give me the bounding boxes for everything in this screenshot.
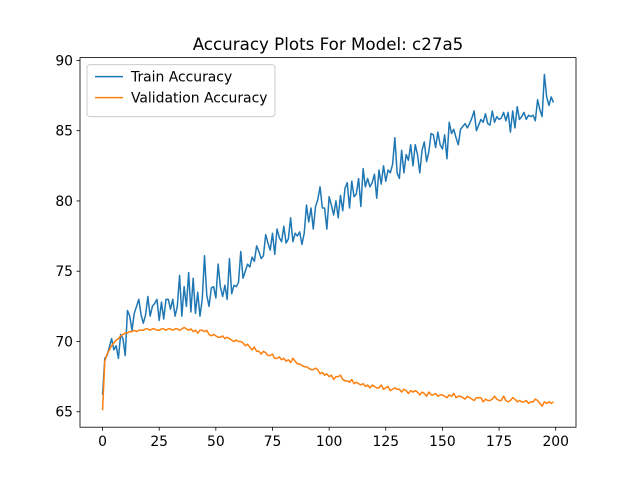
x-tick-label: 125 — [373, 434, 400, 450]
y-tick-label: 80 — [55, 194, 73, 210]
x-tick-label: 75 — [264, 434, 282, 450]
x-tick-label: 200 — [542, 434, 569, 450]
legend-label: Train Accuracy — [130, 70, 232, 86]
chart-title: Accuracy Plots For Model: c27a5 — [193, 34, 464, 54]
y-tick-label: 75 — [55, 264, 73, 280]
plot-frame — [79, 57, 577, 428]
y-tick-label: 70 — [55, 334, 73, 350]
data-line — [101, 73, 555, 395]
x-tick-label: 25 — [150, 434, 168, 450]
y-tick-label: 65 — [55, 405, 73, 421]
x-tick-label: 100 — [316, 434, 343, 450]
legend-box — [86, 64, 276, 118]
legend-label: Validation Accuracy — [131, 91, 267, 107]
x-tick-label: 175 — [486, 434, 513, 450]
data-line — [101, 326, 554, 411]
y-tick-label: 85 — [55, 124, 73, 140]
x-tick-label: 150 — [429, 434, 456, 450]
x-tick-label: 0 — [98, 434, 107, 450]
x-tick-label: 50 — [207, 434, 225, 450]
y-tick-label: 90 — [55, 53, 73, 69]
legend: Train Accuracy Validation Accuracy — [86, 64, 276, 118]
